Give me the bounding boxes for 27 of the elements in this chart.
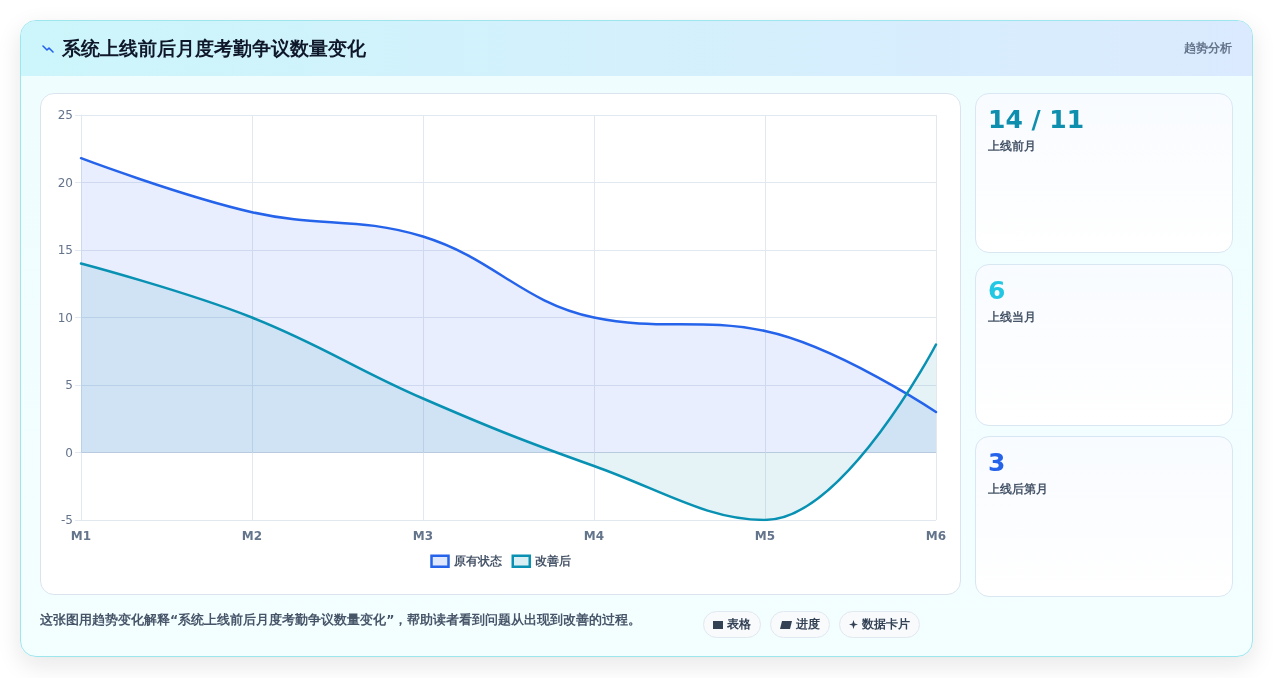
text: 6 (988, 276, 1006, 305)
text: 进度 (796, 617, 820, 632)
text: 表格 (727, 617, 751, 632)
text: 上线后第月 (988, 481, 1048, 498)
y-tick-label: 10 (57, 310, 73, 325)
y-tick-label: -5 (61, 513, 73, 527)
text: 上线前月 (988, 138, 1036, 155)
x-tick-label: M1 (70, 529, 92, 543)
y-tick-label: 0 (65, 445, 73, 460)
x-tick-label: M6 (925, 529, 947, 543)
x-tick-label: M2 (241, 529, 263, 543)
text: 数据卡片 (862, 617, 910, 632)
text: 3 (988, 448, 1006, 477)
x-tick-label: M4 (583, 529, 605, 543)
chart-title: 系统上线前后月度考勤争议数量变化 (62, 35, 366, 61)
y-tick-label: 20 (57, 175, 73, 190)
legend-label: 改善后 (534, 554, 571, 569)
x-tick-label: M5 (754, 529, 776, 543)
text: 这张图用趋势变化解释“系统上线前后月度考勤争议数量变化”，帮助读者看到问题从出现到改善的过程。 (40, 611, 642, 629)
x-tick-label: M3 (412, 529, 434, 543)
y-tick-label: 25 (57, 108, 73, 122)
text: 上线当月 (988, 309, 1036, 326)
y-tick-label: 15 (57, 243, 73, 257)
text: 趋势分析 (1184, 40, 1232, 57)
y-tick-label: 5 (65, 378, 73, 392)
legend-label: 原有状态 (452, 554, 503, 569)
text: 14 / 11 (988, 105, 1085, 134)
